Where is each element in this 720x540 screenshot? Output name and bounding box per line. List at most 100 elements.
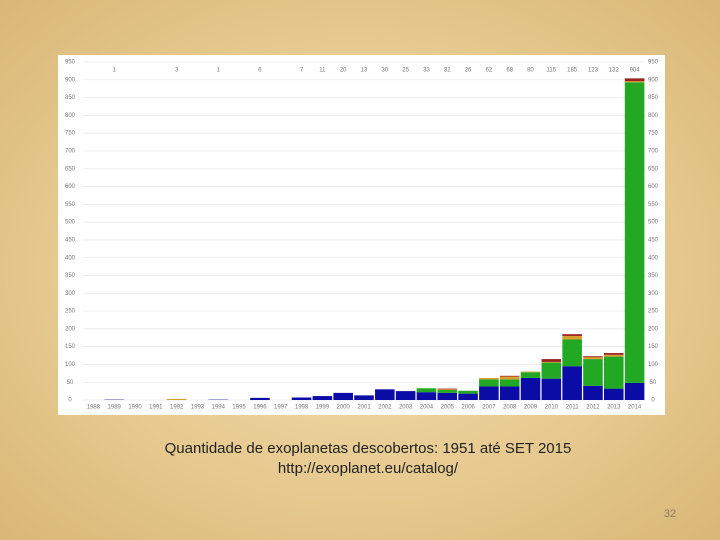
x-tick-label: 2014	[628, 405, 642, 411]
x-tick-label: 2013	[607, 405, 621, 411]
total-label: 3	[175, 68, 179, 74]
y-tick-label: 350	[65, 273, 76, 279]
y-tick-label: 850	[65, 95, 76, 101]
bar-segment	[499, 386, 520, 400]
bar-segment	[375, 389, 395, 400]
total-label: 904	[630, 68, 641, 74]
bar-segment	[603, 388, 624, 400]
bar-segment	[624, 382, 645, 400]
bar-segment	[479, 386, 499, 400]
bar-segment	[250, 397, 270, 400]
y-tick-label: 300	[65, 291, 76, 297]
bar-segment	[499, 376, 520, 380]
bar-segment	[541, 378, 562, 400]
bar-segment	[499, 375, 520, 377]
total-label: 6	[258, 68, 262, 74]
bar-segment	[562, 366, 582, 400]
bar-segment	[583, 357, 603, 360]
caption: Quantidade de exoplanetas descobertos: 1…	[165, 440, 572, 457]
bar-segment	[437, 388, 458, 390]
total-label: 185	[567, 68, 578, 74]
y-tick-label: 800	[65, 113, 76, 119]
total-label: 7	[300, 68, 304, 74]
bar-segment	[624, 82, 645, 383]
total-label: 80	[527, 68, 534, 74]
bar-segment	[541, 361, 562, 363]
x-tick-label: 2005	[441, 405, 455, 411]
bar-segment	[458, 390, 478, 394]
x-tick-label: 1998	[295, 405, 309, 411]
total-label: 25	[402, 68, 409, 74]
total-label: 30	[381, 68, 388, 74]
x-tick-label: 1997	[274, 405, 288, 411]
bar-segment	[520, 377, 541, 400]
bar-segment	[583, 385, 603, 400]
y-tick-label-right: 250	[648, 309, 659, 315]
y-tick-label: 550	[65, 202, 76, 208]
y-tick-label-right: 750	[648, 131, 659, 137]
y-tick-label: 150	[65, 344, 76, 350]
y-tick-label-right: 100	[648, 362, 659, 368]
y-tick-label-right: 150	[648, 344, 659, 350]
y-tick-label-right: 900	[648, 77, 659, 83]
x-tick-label: 1996	[253, 405, 267, 411]
y-tick-label-right: 50	[650, 380, 657, 386]
bar-segment	[166, 398, 187, 400]
x-tick-label: 2011	[566, 405, 580, 411]
y-tick-label-right: 800	[648, 113, 659, 119]
bar-segment	[541, 359, 562, 362]
bar-segment	[520, 372, 541, 378]
bar-segment	[458, 393, 478, 400]
y-tick-label: 650	[65, 166, 76, 172]
bar-segment	[354, 395, 374, 400]
x-tick-label: 1989	[108, 405, 122, 411]
bar-segment	[541, 362, 562, 379]
y-tick-label-right: 350	[648, 273, 659, 279]
total-label: 68	[506, 68, 513, 74]
bar-segment	[291, 397, 312, 400]
y-tick-label: 700	[65, 149, 76, 155]
total-label: 11	[319, 68, 326, 74]
x-tick-label: 1994	[212, 405, 226, 411]
bar-segment	[395, 391, 416, 400]
bar-segment	[437, 392, 458, 400]
y-tick-label: 50	[67, 380, 74, 386]
y-tick-label-right: 700	[648, 149, 659, 155]
total-label: 132	[609, 68, 620, 74]
y-tick-label-right: 850	[648, 95, 659, 101]
bar-segment	[624, 81, 645, 83]
y-tick-label: 450	[65, 237, 76, 243]
total-label: 20	[340, 68, 347, 74]
y-tick-label: 250	[65, 309, 76, 315]
y-tick-label-right: 400	[648, 255, 659, 261]
bar-segment	[479, 377, 499, 380]
bar-segment	[603, 353, 624, 355]
x-tick-label: 1993	[191, 405, 205, 411]
x-tick-label: 2006	[461, 405, 475, 411]
y-tick-label-right: 300	[648, 291, 659, 297]
bar-segment	[437, 389, 458, 391]
y-tick-label-right: 600	[648, 184, 659, 190]
bar-segment	[624, 78, 645, 82]
bar-segment	[520, 371, 541, 373]
x-tick-label: 2008	[503, 405, 517, 411]
bar-segment	[562, 335, 582, 340]
y-tick-label: 200	[65, 326, 76, 332]
x-tick-label: 1990	[128, 405, 142, 411]
y-tick-label: 0	[68, 398, 72, 404]
y-tick-label: 950	[65, 60, 76, 66]
x-tick-label: 2002	[378, 405, 392, 411]
total-label: 123	[588, 68, 599, 74]
bar-segment	[333, 392, 353, 400]
x-tick-label: 1995	[232, 405, 246, 411]
bar-segment	[479, 379, 499, 387]
bar-segment	[583, 356, 603, 358]
x-tick-label: 1992	[170, 405, 184, 411]
caption-url: http://exoplanet.eu/catalog/	[278, 460, 459, 477]
y-tick-label-right: 550	[648, 202, 659, 208]
x-tick-label: 2009	[524, 405, 538, 411]
x-tick-label: 1988	[87, 405, 101, 411]
page-number: 32	[664, 508, 676, 520]
y-tick-label: 500	[65, 220, 76, 226]
